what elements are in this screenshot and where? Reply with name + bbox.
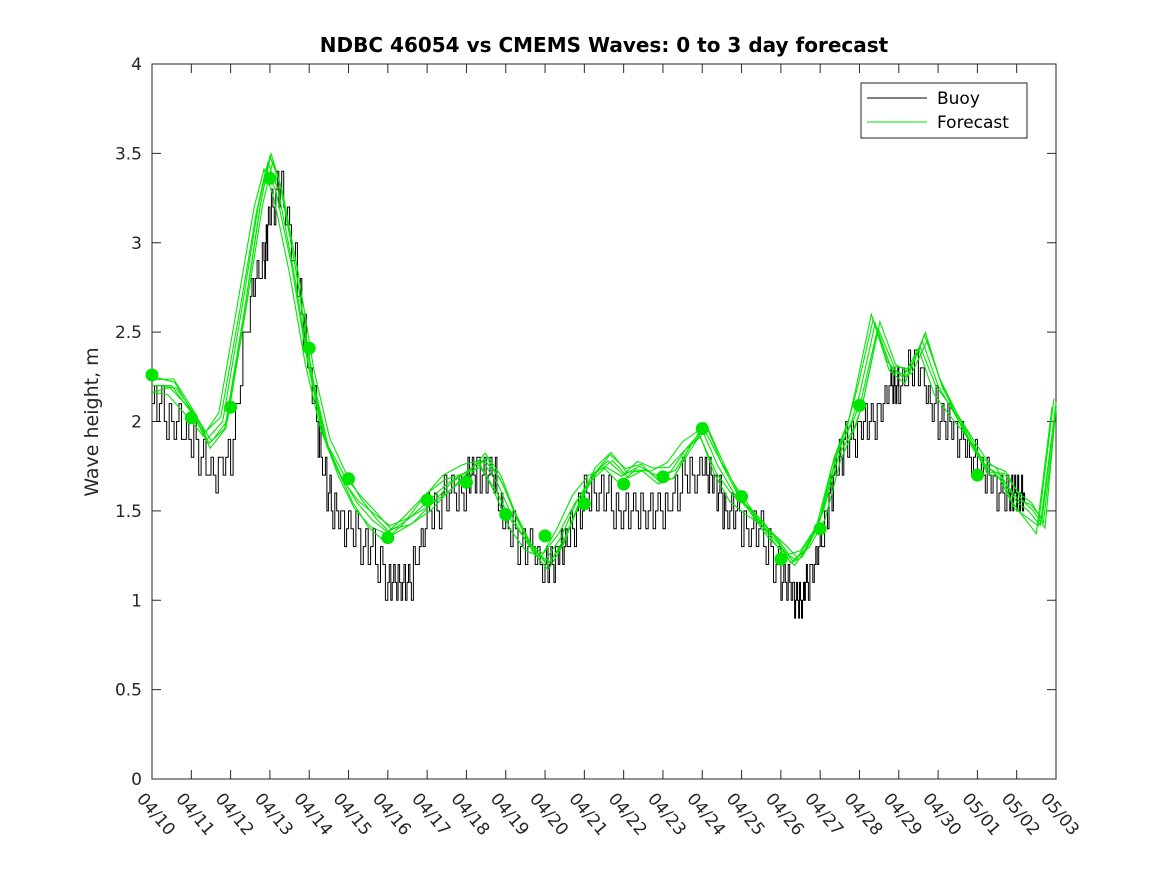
y-tick-label: 0.5 [115,681,142,701]
y-tick-label: 3 [131,234,142,254]
forecast-marker [263,171,277,185]
legend-forecast-label: Forecast [937,113,1009,133]
x-tick-label: 04/27 [800,789,847,839]
x-tick-label: 04/26 [761,789,808,839]
x-tick-label: 04/20 [525,789,572,839]
forecast-marker [970,468,984,482]
forecast-marker [617,477,631,491]
x-tick-label: 04/14 [289,789,336,839]
plot-area: 00.511.522.533.54 04/1004/1104/1204/1304… [115,55,1083,840]
forecast-marker [302,341,316,355]
x-tick-label: 04/30 [918,789,965,839]
y-axis-label: Wave height, m [81,347,103,496]
x-tick-label: 04/13 [250,789,297,839]
x-tick-label: 04/17 [407,789,454,839]
x-tick-label: 04/23 [643,789,690,839]
legend: Buoy Forecast [860,82,1028,139]
forecast-marker [184,411,198,425]
x-tick-label: 04/19 [486,789,533,839]
forecast-marker [459,475,473,489]
forecast-marker [813,522,827,536]
forecast-marker [656,470,670,484]
x-tick-label: 05/01 [958,789,1005,839]
y-tick-label: 2 [131,413,142,433]
x-tick-label: 04/25 [722,789,769,839]
y-axis: 0 0.5 1 1.5 2 2.5 3 3.5 4 [115,55,1056,790]
chart-title: NDBC 46054 vs CMEMS Waves: 0 to 3 day fo… [320,33,889,57]
forecast-marker [538,529,552,543]
x-tick-label: 04/21 [565,789,612,839]
forecast-series-line [151,167,1055,564]
x-tick-label: 04/22 [604,789,651,839]
forecast-marker [852,398,866,412]
forecast-marker [145,368,159,382]
x-tick-label: 04/29 [879,789,926,839]
x-tick-label: 05/02 [997,789,1044,839]
x-tick-label: 04/18 [447,789,494,839]
forecast-marker [577,497,591,511]
plot-frame [151,63,1057,780]
y-tick-label: 0 [131,770,142,790]
forecast-marker [381,531,395,545]
x-tick-label: 04/24 [682,789,729,839]
forecast-marker [224,400,238,414]
x-tick-label: 04/28 [840,789,887,839]
y-tick-label: 1.5 [115,502,142,522]
y-tick-label: 1 [131,591,142,611]
legend-box [860,82,1028,139]
forecast-marker [735,490,749,504]
forecast-marker [695,422,709,436]
forecast-series-line [156,159,1057,564]
y-tick-label: 4 [131,55,142,75]
series-layer [145,151,1057,619]
forecast-marker [774,552,788,566]
x-tick-label: 04/10 [132,789,179,839]
forecast-marker [342,472,356,486]
x-tick-label: 04/15 [329,789,376,839]
x-tick-label: 04/16 [368,789,415,839]
y-tick-label: 3.5 [115,144,142,164]
x-tick-label: 04/11 [171,789,218,839]
legend-buoy-label: Buoy [937,89,980,109]
forecast-marker [499,507,513,521]
forecast-marker [420,493,434,507]
x-tick-label: 05/03 [1036,789,1083,839]
x-tick-label: 04/12 [211,789,258,839]
y-tick-label: 2.5 [115,323,142,343]
